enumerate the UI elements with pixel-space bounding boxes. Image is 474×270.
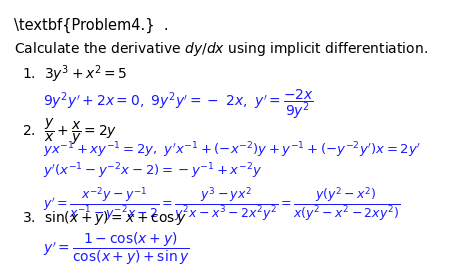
Text: 1.  $3y^3 + x^2 = 5$: 1. $3y^3 + x^2 = 5$ [22, 63, 128, 85]
Text: $yx^{-1} + xy^{-1} = 2y,\ y'x^{-1} + (-x^{-2})y + y^{-1} + (-y^{-2}y')x = 2y'$: $yx^{-1} + xy^{-1} = 2y,\ y'x^{-1} + (-x… [43, 140, 421, 160]
Text: $y' = \dfrac{1 - \cos(x+y)}{\cos(x+y) + \sin y}$: $y' = \dfrac{1 - \cos(x+y)}{\cos(x+y) + … [43, 231, 189, 267]
Text: $y' = \dfrac{x^{-2}y - y^{-1}}{x^{-1} - y^{-2}x - 2} = \dfrac{y^3 - yx^2}{y^2x -: $y' = \dfrac{x^{-2}y - y^{-1}}{x^{-1} - … [43, 185, 400, 223]
Text: $9y^2y' + 2x = 0,\ 9y^2y' = -\ 2x,\ y' = \dfrac{-2x}{9y^2}$: $9y^2y' + 2x = 0,\ 9y^2y' = -\ 2x,\ y' =… [43, 87, 314, 122]
Text: 3.  $\sin(x + y) = x + \cos y$: 3. $\sin(x + y) = x + \cos y$ [22, 210, 187, 228]
Text: \textbf{Problem4.}  .: \textbf{Problem4.} . [14, 18, 168, 33]
Text: Calculate the derivative $dy/dx$ using implicit differentiation.: Calculate the derivative $dy/dx$ using i… [14, 40, 428, 58]
Text: 2.  $\dfrac{y}{x} + \dfrac{x}{y} = 2y$: 2. $\dfrac{y}{x} + \dfrac{x}{y} = 2y$ [22, 116, 117, 147]
Text: $y'(x^{-1} - y^{-2}x - 2) = -y^{-1} + x^{-2}y$: $y'(x^{-1} - y^{-2}x - 2) = -y^{-1} + x^… [43, 162, 262, 181]
